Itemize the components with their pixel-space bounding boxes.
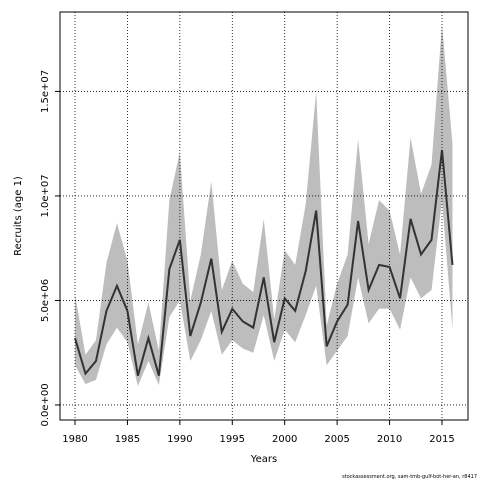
x-tick-label: 1995 (220, 434, 245, 445)
y-tick-label: 0.0e+00 (40, 383, 51, 426)
y-tick-label: 5.0e+06 (40, 279, 51, 322)
x-tick-label: 1990 (167, 434, 192, 445)
y-tick-label: 1.5e+07 (40, 70, 51, 113)
footnote: stockassessment.org, sam-tmb-gulf-bot-he… (342, 474, 477, 480)
confidence-band (74, 24, 453, 387)
y-tick-label: 1.0e+07 (40, 174, 51, 217)
x-tick-label: 1980 (62, 434, 87, 445)
x-tick-label: 2005 (324, 434, 349, 445)
line (74, 149, 454, 376)
plot-frame (59, 11, 469, 421)
x-axis-label: Years (250, 454, 277, 465)
y-axis-label: Recruits (age 1) (13, 176, 24, 256)
x-tick-label: 2010 (377, 434, 402, 445)
x-tick-label: 1985 (115, 434, 140, 445)
x-tick-label: 2000 (272, 434, 297, 445)
x-tick-label: 2015 (429, 434, 454, 445)
